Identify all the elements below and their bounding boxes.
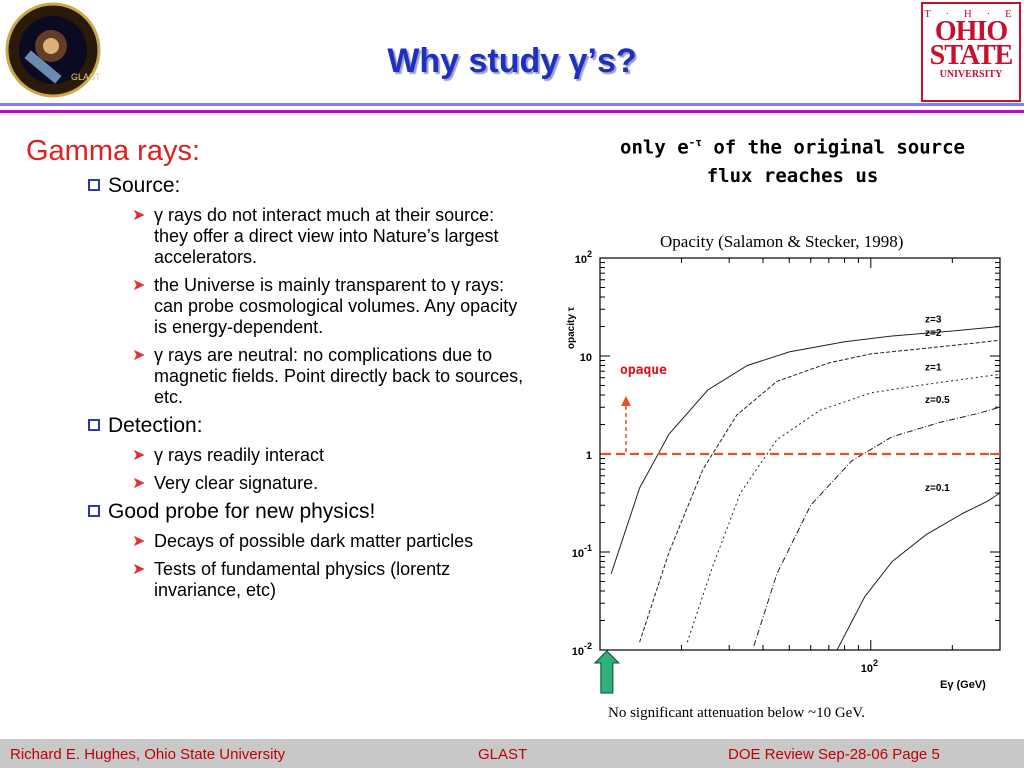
low-energy-arrow-icon bbox=[593, 650, 621, 694]
list-item: ➤ Decays of possible dark matter particle… bbox=[132, 531, 474, 551]
checkbox-bullet-icon bbox=[88, 505, 100, 517]
page-title: Why study γ’s? bbox=[387, 42, 637, 80]
arrow-bullet-icon: ➤ bbox=[132, 277, 146, 294]
series-label: z=1 bbox=[925, 362, 942, 373]
arrow-bullet-icon: ➤ bbox=[132, 533, 146, 550]
svg-text:GLAST: GLAST bbox=[71, 72, 101, 82]
figure-caption: Opacity (Salamon & Stecker, 1998) bbox=[660, 232, 904, 251]
arrow-bullet-icon: ➤ bbox=[132, 347, 146, 364]
attenuation-note: No significant attenuation below ~10 GeV… bbox=[608, 705, 865, 721]
bullet-list: Gamma rays: Source: ➤ γ rays do not inte… bbox=[26, 135, 546, 601]
opaque-label: opaque bbox=[620, 363, 667, 378]
series-label: z=2 bbox=[925, 328, 942, 339]
series-label: z=0.5 bbox=[925, 395, 950, 406]
list-item: ➤ Tests of fundamental physics (lorentz i… bbox=[132, 559, 451, 600]
checkbox-bullet-icon bbox=[88, 419, 100, 431]
x-axis-label: Eγ (GeV) bbox=[940, 679, 986, 691]
arrow-bullet-icon: ➤ bbox=[132, 207, 146, 224]
opaque-arrow-head bbox=[621, 396, 631, 406]
series-line-z01 bbox=[836, 492, 1001, 651]
list-item: ➤ Very clear signature. bbox=[132, 473, 319, 493]
series-line-z05 bbox=[753, 406, 1001, 647]
glast-logo: GLAST bbox=[5, 2, 101, 98]
y-tick-label: 102 bbox=[575, 249, 592, 266]
series-line-z2 bbox=[639, 339, 1001, 643]
list-item: ➤ the Universe is mainly transparent to γ… bbox=[132, 275, 518, 337]
arrow-bullet-icon: ➤ bbox=[132, 475, 146, 492]
bullet-detection: Detection: bbox=[26, 414, 546, 438]
series-label: z=3 bbox=[925, 314, 942, 325]
bullet-source: Source: bbox=[26, 174, 546, 198]
footer-page: DOE Review Sep-28-06 Page 5 bbox=[728, 746, 940, 763]
list-item: ➤ γ rays do not interact much at their s… bbox=[132, 205, 499, 267]
section-heading: Gamma rays: bbox=[26, 135, 201, 167]
header-divider bbox=[0, 103, 1024, 115]
series-label: z=0.1 bbox=[925, 483, 950, 494]
osu-logo: T · H · E OHIO STATE UNIVERSITY bbox=[921, 2, 1021, 102]
y-tick-label: 10-2 bbox=[572, 641, 592, 658]
opacity-chart: 102 10 1 10-1 10-2 102 opacity τ Eγ (GeV) z=3 z=2… bbox=[566, 249, 1001, 694]
list-item: ➤ γ rays are neutral: no complications du… bbox=[132, 345, 524, 407]
footer-project: GLAST bbox=[478, 746, 528, 763]
arrow-bullet-icon: ➤ bbox=[132, 561, 146, 578]
series-line-z1 bbox=[686, 373, 1001, 643]
arrow-bullet-icon: ➤ bbox=[132, 447, 146, 464]
y-tick-label: 1 bbox=[586, 450, 592, 462]
checkbox-bullet-icon bbox=[88, 179, 100, 191]
x-tick-label: 102 bbox=[861, 658, 878, 675]
footer-bar: Richard E. Hughes, Ohio State University… bbox=[0, 739, 1024, 768]
y-tick-label: 10 bbox=[580, 352, 592, 364]
series-line-z3 bbox=[610, 326, 1001, 574]
footer-author: Richard E. Hughes, Ohio State University bbox=[10, 746, 286, 763]
y-axis-label: opacity τ bbox=[566, 306, 577, 349]
y-tick-label: 10-1 bbox=[572, 543, 592, 560]
list-item: ➤ γ rays readily interact bbox=[132, 445, 325, 465]
bullet-new-physics: Good probe for new physics! bbox=[26, 500, 546, 524]
flux-note: only e-τ of the original source flux rea… bbox=[620, 136, 965, 188]
